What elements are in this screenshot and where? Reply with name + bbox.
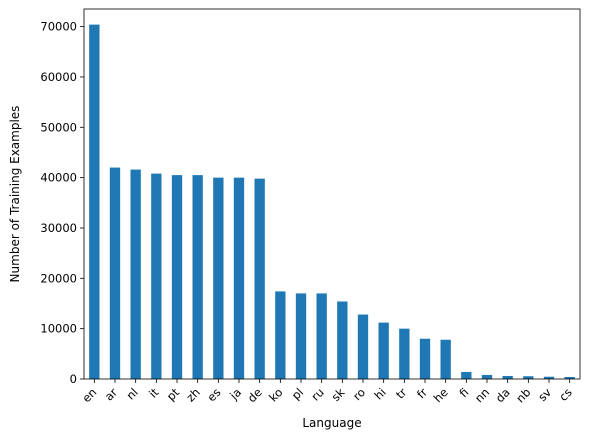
x-tick-label: ru bbox=[308, 385, 326, 403]
bar-nl bbox=[130, 169, 141, 379]
y-tick-label: 60000 bbox=[40, 70, 77, 84]
bar-pt bbox=[171, 175, 183, 379]
bar-ar bbox=[109, 167, 121, 379]
bar-nb bbox=[523, 376, 534, 379]
y-axis: 0 10000 20000 30000 40000 50000 60000 70000 bbox=[40, 20, 84, 386]
bar-ja bbox=[233, 177, 245, 379]
bar-ru bbox=[316, 293, 327, 379]
x-tick-label: pt bbox=[164, 385, 183, 404]
bar-ko bbox=[275, 291, 286, 379]
y-tick-label: 50000 bbox=[40, 120, 77, 134]
bar-ro bbox=[357, 314, 369, 379]
x-tick-label: nb bbox=[513, 385, 533, 405]
x-tick-label: it bbox=[146, 385, 162, 401]
bar-pl bbox=[295, 293, 307, 379]
bar-tr bbox=[399, 328, 410, 379]
bars-layer bbox=[89, 24, 575, 380]
bar-nn bbox=[481, 374, 493, 379]
x-tick-label: he bbox=[431, 385, 451, 405]
x-tick-label: en bbox=[79, 385, 99, 405]
bar-fr bbox=[419, 338, 431, 379]
y-axis-title: Number of Training Examples bbox=[8, 106, 22, 283]
bar-sv bbox=[543, 376, 555, 379]
x-tick-label: es bbox=[204, 385, 223, 404]
bar-da bbox=[502, 375, 513, 379]
x-tick-label: tr bbox=[393, 385, 410, 402]
x-tick-label: hi bbox=[371, 385, 388, 402]
x-tick-label: ar bbox=[102, 385, 120, 403]
x-tick-label: sk bbox=[329, 385, 348, 404]
bar-it bbox=[151, 173, 162, 379]
x-tick-label: ja bbox=[226, 385, 244, 403]
bar-he bbox=[440, 339, 451, 379]
x-tick-label: ko bbox=[266, 385, 285, 404]
y-tick-label: 10000 bbox=[40, 322, 77, 336]
y-tick-label: 40000 bbox=[40, 171, 77, 185]
bar-hi bbox=[378, 322, 389, 379]
y-tick-label: 30000 bbox=[40, 221, 77, 235]
x-axis: en ar nl it pt zh es ja de ko pl ru sk ro hi tr fr he fi nn… bbox=[79, 379, 575, 405]
bar-sk bbox=[337, 301, 348, 379]
x-tick-label: fr bbox=[414, 385, 430, 401]
x-tick-label: ro bbox=[350, 385, 368, 403]
y-tick-label: 20000 bbox=[40, 271, 77, 285]
x-tick-label: fi bbox=[456, 385, 471, 400]
bar-de bbox=[254, 178, 265, 379]
x-tick-label: nl bbox=[123, 385, 140, 402]
x-tick-label: da bbox=[493, 385, 513, 405]
x-tick-label: pl bbox=[289, 385, 306, 402]
bar-zh bbox=[192, 175, 203, 379]
y-tick-label: 70000 bbox=[40, 20, 77, 34]
bar-fi bbox=[461, 371, 472, 379]
bar-en bbox=[89, 24, 100, 380]
x-axis-title: Language bbox=[302, 416, 361, 430]
x-tick-label: sv bbox=[535, 385, 554, 404]
x-tick-label: nn bbox=[472, 385, 492, 405]
bar-es bbox=[213, 177, 224, 379]
y-tick-label: 0 bbox=[70, 372, 77, 386]
plot-frame bbox=[83, 8, 581, 380]
x-tick-label: de bbox=[245, 385, 265, 405]
x-tick-label: zh bbox=[183, 385, 202, 404]
bar-cs bbox=[564, 376, 575, 379]
x-tick-label: cs bbox=[556, 385, 575, 404]
